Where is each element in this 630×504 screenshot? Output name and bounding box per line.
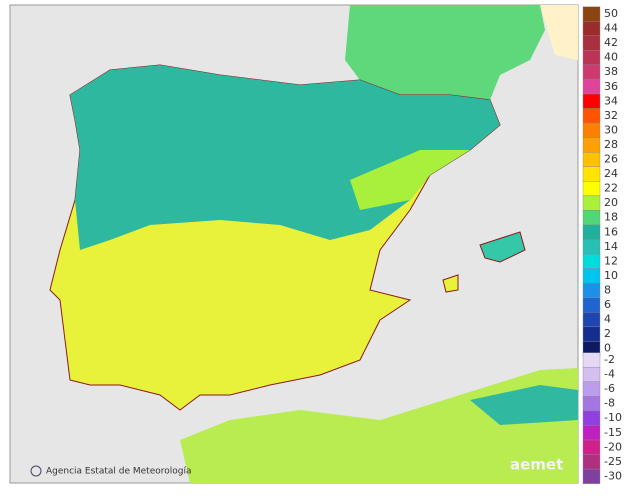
italy <box>540 5 578 60</box>
legend-swatch <box>582 195 601 211</box>
legend-swatch <box>582 425 601 441</box>
legend-swatch <box>582 326 601 342</box>
legend-label: -25 <box>604 455 622 468</box>
legend-label: 16 <box>604 225 618 238</box>
atlas <box>470 385 578 425</box>
legend-label: 38 <box>604 65 618 78</box>
legend-swatch <box>582 21 601 37</box>
legend-swatch <box>582 152 601 167</box>
ebro <box>350 150 470 210</box>
legend-swatch <box>582 210 601 226</box>
legend-swatch <box>582 6 601 22</box>
legend-label: 32 <box>604 109 618 122</box>
legend-label: 28 <box>604 138 618 151</box>
legend-label: 22 <box>604 182 618 195</box>
legend-label: 6 <box>604 298 611 311</box>
legend-label: 20 <box>604 196 618 209</box>
legend-swatch <box>582 367 601 383</box>
legend-label: 8 <box>604 283 611 296</box>
legend-label: -4 <box>604 368 615 381</box>
france <box>345 5 545 100</box>
legend-swatch <box>582 122 601 138</box>
legend-label: 10 <box>604 269 618 282</box>
legend-swatch <box>582 93 601 109</box>
credit-icon <box>30 465 42 477</box>
legend-label: 0 <box>604 342 611 355</box>
logo: aemet <box>510 456 563 474</box>
legend-label: -6 <box>604 382 615 395</box>
legend-swatch <box>582 181 601 197</box>
north-cool <box>70 65 500 250</box>
legend-swatch <box>582 64 601 80</box>
legend-label: 50 <box>604 7 618 20</box>
legend-swatch <box>582 35 601 51</box>
legend-label: 36 <box>604 80 618 93</box>
legend-swatch <box>582 108 601 124</box>
legend-label: -15 <box>604 426 622 439</box>
legend-swatch <box>582 396 601 412</box>
africa <box>180 368 578 483</box>
legend-swatch <box>582 50 601 66</box>
legend-swatch <box>582 239 601 255</box>
legend-label: 44 <box>604 22 618 35</box>
legend-swatch <box>582 282 601 298</box>
legend-label: -10 <box>604 411 622 424</box>
legend-swatch <box>582 454 601 470</box>
legend-swatch <box>582 253 601 269</box>
legend-swatch <box>582 79 601 95</box>
legend-label: 12 <box>604 254 618 267</box>
legend-swatch <box>582 439 601 455</box>
legend-label: 2 <box>604 327 611 340</box>
legend-swatch <box>582 297 601 313</box>
legend-swatch <box>582 410 601 426</box>
legend-swatch <box>582 166 601 182</box>
legend-swatch <box>582 224 601 240</box>
legend-label: 34 <box>604 94 618 107</box>
legend-swatch <box>582 312 601 328</box>
legend-label: 40 <box>604 51 618 64</box>
legend-swatch <box>582 268 601 284</box>
legend-label: -30 <box>604 469 622 482</box>
legend-swatch <box>582 137 601 153</box>
legend-swatch <box>582 381 601 397</box>
legend-swatch <box>582 468 601 484</box>
legend-label: -2 <box>604 353 615 366</box>
legend-label: 42 <box>604 36 618 49</box>
legend-label: 4 <box>604 313 611 326</box>
ibiza <box>442 274 459 293</box>
legend-label: 14 <box>604 240 618 253</box>
legend-label: 18 <box>604 211 618 224</box>
legend-label: -8 <box>604 397 615 410</box>
legend-swatch <box>582 352 601 368</box>
mallorca <box>479 231 526 263</box>
legend-label: 26 <box>604 153 618 166</box>
credit: Agencia Estatal de Meteorología <box>46 467 192 477</box>
legend-label: 30 <box>604 123 618 136</box>
legend-label: 24 <box>604 167 618 180</box>
legend-label: -20 <box>604 440 622 453</box>
